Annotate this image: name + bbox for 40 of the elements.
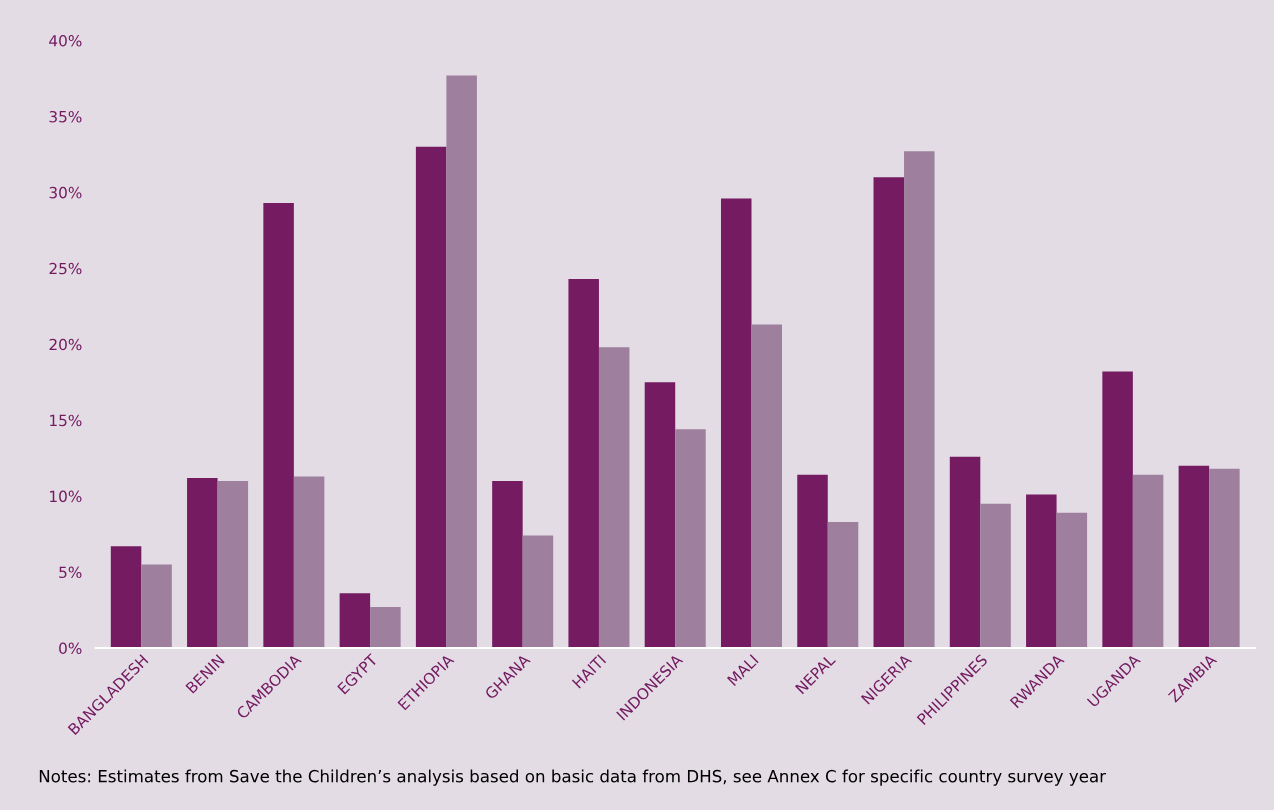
bar [187,477,218,648]
bar [110,546,142,648]
bar [904,151,935,648]
bar [568,278,599,648]
bar [797,474,828,648]
bar [522,535,554,648]
bar [415,146,447,648]
bar [751,324,782,648]
y-tick-label: 0% [59,642,82,655]
bar [949,456,981,648]
bar [293,476,325,648]
bar [263,203,294,648]
bar [980,503,1011,648]
bar [1132,474,1164,648]
bar [1178,465,1210,648]
y-tick-label: 25% [49,262,82,275]
bar [720,198,752,648]
bar [1209,468,1240,648]
text: Notes: Estimates from Save the Children’s analysis based on basic data from DHS, see Annex C for specific country survey year [39,769,1107,786]
bar [675,429,706,648]
bar [217,480,249,648]
bar [644,382,676,648]
bar [370,606,401,648]
y-tick-label: 15% [50,414,82,427]
bar [1102,371,1133,648]
bar [339,593,371,648]
bar [446,75,477,648]
bar [598,347,630,648]
bar [1026,494,1057,648]
bar [827,521,859,648]
bar [1056,512,1088,648]
bar [492,480,523,648]
bar [141,564,172,648]
bar [873,177,905,648]
y-tick-label: 40% [49,34,82,47]
y-tick-label: 35% [49,110,82,123]
y-tick-label: 10% [50,490,82,503]
y-tick-label: 30% [49,186,82,199]
y-tick-label: 5% [59,566,82,579]
y-tick-label: 20% [49,338,82,351]
